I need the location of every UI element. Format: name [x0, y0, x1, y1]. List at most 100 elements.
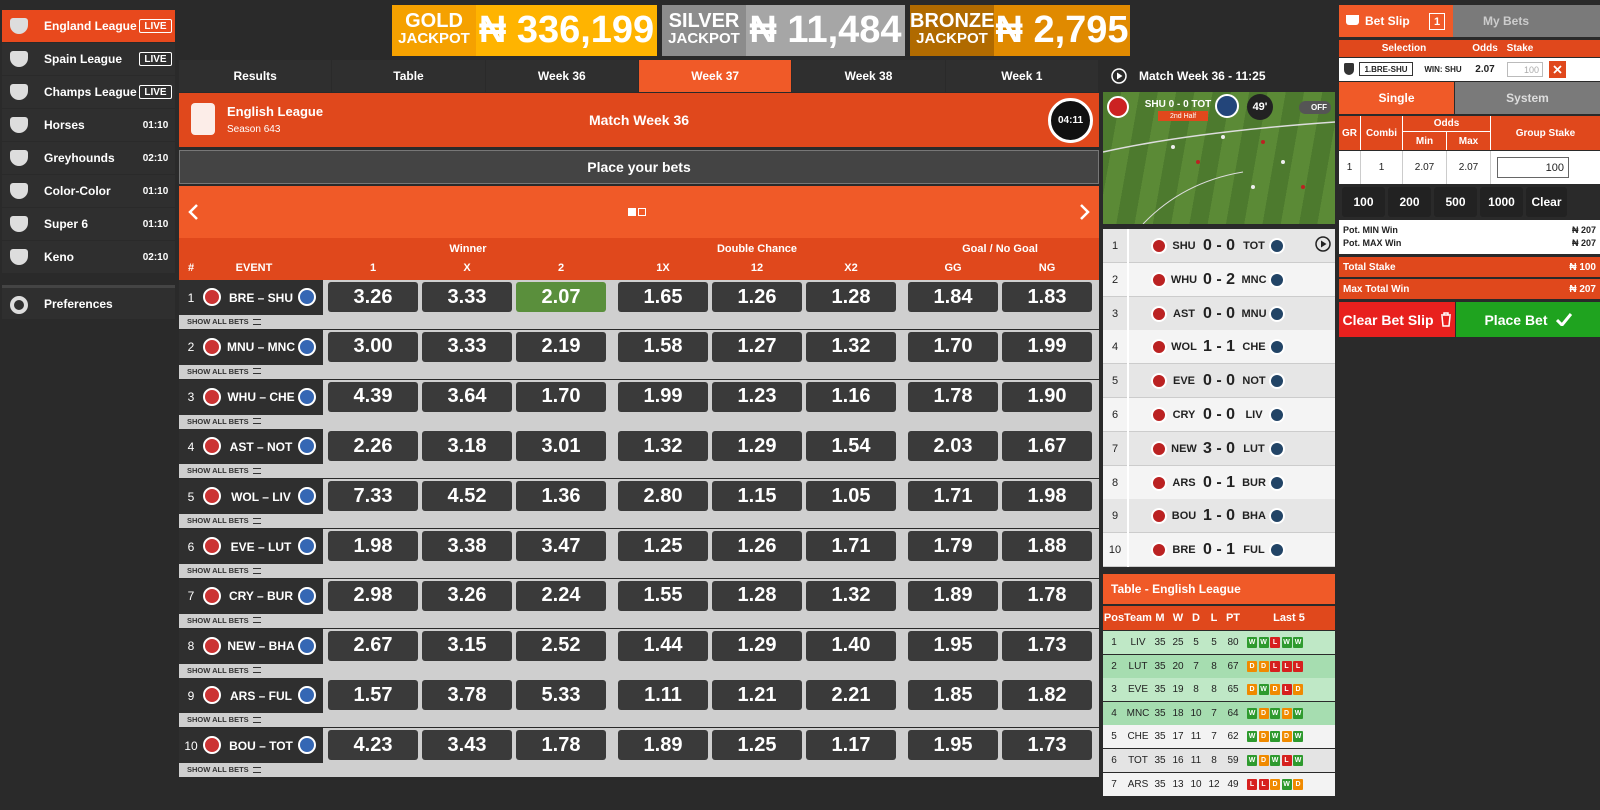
group-stake-input[interactable]: 100 [1497, 157, 1569, 178]
odds-button[interactable]: 1.25 [712, 730, 802, 761]
sidebar-item[interactable]: Greyhounds 02:10 [2, 142, 175, 174]
odds-button[interactable]: 1.57 [328, 680, 418, 711]
odds-button[interactable]: 1.58 [618, 331, 708, 362]
odds-button[interactable]: 3.26 [422, 580, 512, 611]
week-tab[interactable]: Week 36 [485, 60, 638, 92]
odds-button[interactable]: 3.33 [422, 282, 512, 312]
show-all-bets[interactable]: SHOW ALL BETS [179, 415, 323, 428]
show-all-bets[interactable]: SHOW ALL BETS [179, 514, 323, 527]
sidebar-item[interactable]: Spain League LIVE [2, 43, 175, 75]
odds-button[interactable]: 3.00 [328, 331, 418, 362]
odds-button[interactable]: 1.29 [712, 431, 802, 462]
week-tab[interactable]: Week 37 [639, 60, 792, 92]
odds-button[interactable]: 1.90 [1002, 381, 1092, 412]
week-tab[interactable]: Results [179, 60, 332, 92]
mode-tab[interactable]: System [1455, 82, 1600, 114]
odds-button[interactable]: 1.23 [712, 381, 802, 412]
clear-button[interactable]: Clear [1526, 187, 1567, 217]
odds-button[interactable]: 1.84 [908, 282, 998, 312]
odds-button[interactable]: 2.19 [516, 331, 606, 362]
odds-button[interactable]: 1.25 [618, 531, 708, 561]
remove-button[interactable] [1549, 61, 1566, 78]
sidebar-item[interactable]: Super 6 01:10 [2, 208, 175, 240]
odds-button[interactable]: 1.32 [806, 580, 896, 611]
odds-button[interactable]: 5.33 [516, 680, 606, 711]
odds-button[interactable]: 3.26 [328, 282, 418, 312]
clear-slip-button[interactable]: Clear Bet Slip [1339, 302, 1455, 337]
odds-button[interactable]: 2.52 [516, 630, 606, 661]
sidebar-item[interactable]: Keno 02:10 [2, 241, 175, 273]
toggle[interactable]: OFF [1299, 101, 1331, 114]
odds-button[interactable]: 1.98 [1002, 481, 1092, 512]
sidebar-item[interactable]: England League LIVE [2, 10, 175, 42]
odds-button[interactable]: 1.65 [618, 282, 708, 312]
odds-button[interactable]: 1.29 [712, 630, 802, 661]
odds-button[interactable]: 1.99 [618, 381, 708, 412]
odds-button[interactable]: 3.15 [422, 630, 512, 661]
odds-button[interactable]: 3.18 [422, 431, 512, 462]
show-all-bets[interactable]: SHOW ALL BETS [179, 564, 323, 577]
odds-button[interactable]: 2.03 [908, 431, 998, 462]
odds-button[interactable]: 2.80 [618, 481, 708, 512]
odds-button[interactable]: 4.39 [328, 381, 418, 412]
odds-button[interactable]: 3.38 [422, 531, 512, 561]
week-tab[interactable]: Week 1 [945, 60, 1098, 92]
week-tab[interactable]: Table [332, 60, 485, 92]
odds-button[interactable]: 1.70 [516, 381, 606, 412]
odds-button[interactable]: 1.32 [806, 331, 896, 362]
quick-stake[interactable]: 1000 [1480, 187, 1523, 217]
odds-button[interactable]: 3.43 [422, 730, 512, 761]
slip-tab[interactable]: Bet Slip 1 [1339, 5, 1453, 37]
odds-button[interactable]: 1.54 [806, 431, 896, 462]
odds-button[interactable]: 3.01 [516, 431, 606, 462]
show-all-bets[interactable]: SHOW ALL BETS [179, 464, 323, 477]
show-all-bets[interactable]: SHOW ALL BETS [179, 763, 323, 776]
odds-button[interactable]: 3.64 [422, 381, 512, 412]
odds-button[interactable]: 1.88 [1002, 531, 1092, 561]
odds-button[interactable]: 7.33 [328, 481, 418, 512]
odds-button[interactable]: 1.95 [908, 730, 998, 761]
odds-button[interactable]: 1.71 [806, 531, 896, 561]
odds-button[interactable]: 1.44 [618, 630, 708, 661]
odds-button[interactable]: 1.05 [806, 481, 896, 512]
odds-button[interactable]: 1.78 [1002, 580, 1092, 611]
odds-button[interactable]: 1.26 [712, 531, 802, 561]
odds-button[interactable]: 1.17 [806, 730, 896, 761]
odds-button[interactable]: 1.89 [908, 580, 998, 611]
preferences[interactable]: Preferences [2, 285, 175, 319]
stake-input[interactable]: 100 [1507, 62, 1543, 77]
odds-button[interactable]: 2.26 [328, 431, 418, 462]
odds-button[interactable]: 1.21 [712, 680, 802, 711]
odds-button[interactable]: 1.73 [1002, 630, 1092, 661]
odds-button[interactable]: 3.47 [516, 531, 606, 561]
odds-button[interactable]: 2.21 [806, 680, 896, 711]
show-all-bets[interactable]: SHOW ALL BETS [179, 713, 323, 726]
odds-button[interactable]: 1.79 [908, 531, 998, 561]
odds-button[interactable]: 1.78 [516, 730, 606, 761]
quick-stake[interactable]: 200 [1388, 187, 1431, 217]
odds-button[interactable]: 1.16 [806, 381, 896, 412]
odds-button[interactable]: 1.55 [618, 580, 708, 611]
sidebar-item[interactable]: Horses 01:10 [2, 109, 175, 141]
odds-button[interactable]: 1.26 [712, 282, 802, 312]
odds-button[interactable]: 4.52 [422, 481, 512, 512]
show-all-bets[interactable]: SHOW ALL BETS [179, 614, 323, 627]
odds-button[interactable]: 1.82 [1002, 680, 1092, 711]
odds-button[interactable]: 1.28 [712, 580, 802, 611]
odds-button[interactable]: 1.67 [1002, 431, 1092, 462]
mode-tab[interactable]: Single [1339, 82, 1454, 114]
odds-button[interactable]: 3.33 [422, 331, 512, 362]
odds-button[interactable]: 1.27 [712, 331, 802, 362]
odds-button[interactable]: 1.73 [1002, 730, 1092, 761]
odds-button[interactable]: 1.99 [1002, 331, 1092, 362]
odds-button[interactable]: 1.71 [908, 481, 998, 512]
quick-stake[interactable]: 500 [1434, 187, 1477, 217]
odds-button[interactable]: 1.70 [908, 331, 998, 362]
odds-button[interactable]: 1.78 [908, 381, 998, 412]
odds-button[interactable]: 1.28 [806, 282, 896, 312]
odds-button[interactable]: 3.78 [422, 680, 512, 711]
show-all-bets[interactable]: SHOW ALL BETS [179, 365, 323, 378]
odds-button[interactable]: 2.98 [328, 580, 418, 611]
odds-button[interactable]: 1.83 [1002, 282, 1092, 312]
quick-stake[interactable]: 100 [1342, 187, 1385, 217]
